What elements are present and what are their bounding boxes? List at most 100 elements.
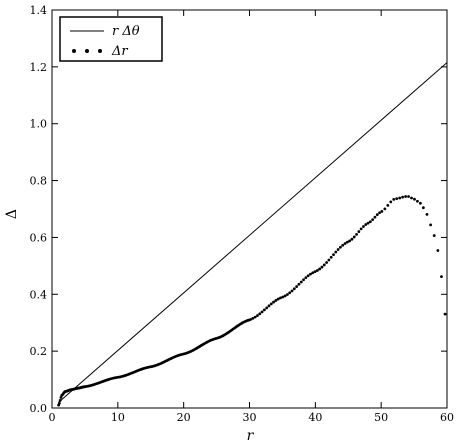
dr-point bbox=[334, 250, 338, 254]
dr-point bbox=[419, 201, 422, 205]
y-tick-label: 0.0 bbox=[30, 402, 48, 415]
dr-point bbox=[389, 200, 393, 204]
legend-dot-swatch bbox=[72, 49, 102, 53]
x-tick-label: 40 bbox=[308, 411, 322, 424]
dr-point bbox=[276, 297, 280, 301]
dr-point bbox=[341, 243, 345, 247]
y-tick-label: 0.8 bbox=[30, 175, 48, 188]
x-tick-label: 50 bbox=[374, 411, 388, 424]
dr-point bbox=[378, 211, 381, 215]
dr-point bbox=[336, 248, 340, 251]
legend-label-dr: Δr bbox=[111, 44, 128, 59]
dr-point bbox=[304, 276, 308, 280]
dr-point bbox=[350, 237, 354, 241]
dr-point bbox=[355, 232, 358, 236]
dr-point bbox=[332, 253, 335, 257]
dr-point bbox=[288, 291, 292, 295]
y-tick-label: 1.0 bbox=[30, 118, 48, 131]
dr-point bbox=[279, 296, 282, 300]
dr-point bbox=[281, 295, 285, 299]
dr-point bbox=[297, 282, 301, 286]
dr-point bbox=[262, 308, 266, 312]
dr-point bbox=[327, 258, 331, 262]
dr-point bbox=[315, 269, 319, 272]
series-layer bbox=[57, 62, 447, 407]
dr-point bbox=[313, 270, 317, 274]
dr-point bbox=[357, 230, 361, 233]
dr-point bbox=[404, 195, 407, 198]
dr-point bbox=[322, 263, 326, 267]
dr-point bbox=[295, 285, 299, 288]
dr-point bbox=[345, 240, 349, 244]
dr-point bbox=[251, 317, 255, 320]
dr-point bbox=[260, 310, 264, 314]
dr-point bbox=[410, 196, 413, 200]
dr-point bbox=[302, 278, 305, 282]
dr-point bbox=[366, 221, 370, 225]
dr-point bbox=[440, 275, 443, 279]
y-tick-label: 1.4 bbox=[30, 4, 48, 17]
dr-point bbox=[265, 306, 269, 310]
axis-ticks bbox=[51, 9, 448, 409]
dr-point bbox=[371, 218, 375, 222]
dr-point bbox=[290, 289, 294, 293]
legend-box bbox=[59, 16, 163, 62]
x-tick-label: 10 bbox=[111, 411, 125, 424]
dr-point bbox=[309, 272, 312, 276]
y-tick-label: 0.6 bbox=[30, 231, 48, 244]
dr-point bbox=[348, 239, 352, 243]
dr-point bbox=[343, 242, 347, 245]
dr-point bbox=[306, 274, 310, 278]
dr-point bbox=[57, 401, 61, 405]
series-dots-dr bbox=[57, 195, 447, 407]
dr-point bbox=[267, 304, 271, 308]
dr-point bbox=[311, 271, 315, 275]
dr-point bbox=[299, 280, 303, 284]
dr-point bbox=[329, 255, 333, 259]
dr-point bbox=[325, 261, 328, 264]
x-tick-label: 30 bbox=[243, 411, 257, 424]
legend: r Δθ Δr bbox=[59, 16, 163, 62]
dr-point bbox=[292, 287, 296, 291]
axis-tick-labels: 0 10 20 30 40 50 60 0.0 0.2 0.4 0.6 0.8 1.0 1.2 1.4 bbox=[30, 4, 455, 424]
x-tick-label: 60 bbox=[440, 411, 454, 424]
dr-point bbox=[258, 312, 262, 316]
dr-point bbox=[362, 225, 365, 228]
dr-point bbox=[398, 196, 402, 200]
dr-point bbox=[373, 215, 377, 219]
dr-point bbox=[339, 245, 342, 249]
dr-point bbox=[286, 293, 289, 296]
y-tick-label: 0.4 bbox=[30, 288, 48, 301]
dr-point bbox=[383, 207, 387, 211]
series-line-r-dtheta bbox=[58, 62, 447, 403]
x-tick-label: 0 bbox=[49, 411, 56, 424]
dr-point bbox=[413, 197, 416, 201]
dr-point bbox=[253, 315, 257, 319]
legend-label-r-dtheta: r Δθ bbox=[112, 24, 140, 39]
dr-point bbox=[436, 249, 440, 252]
dr-point bbox=[274, 299, 278, 302]
dr-point bbox=[269, 302, 273, 306]
x-tick-label: 20 bbox=[177, 411, 191, 424]
dr-point bbox=[416, 199, 419, 203]
y-tick-label: 1.2 bbox=[30, 61, 48, 74]
y-axis-label: Δ bbox=[4, 209, 20, 219]
dr-point bbox=[421, 206, 425, 210]
dr-point bbox=[58, 399, 62, 402]
dr-point bbox=[395, 197, 399, 201]
dr-point bbox=[432, 234, 436, 237]
dr-point bbox=[375, 213, 379, 217]
dr-point bbox=[359, 227, 363, 231]
dr-point bbox=[318, 267, 322, 271]
x-axis-label: r bbox=[247, 428, 255, 444]
dr-point bbox=[368, 220, 372, 224]
dr-point bbox=[425, 213, 429, 216]
dr-point bbox=[401, 195, 405, 199]
dr-point bbox=[429, 223, 433, 227]
dr-point bbox=[407, 195, 410, 198]
dr-point bbox=[249, 318, 252, 321]
y-tick-label: 0.2 bbox=[30, 345, 48, 358]
dr-point bbox=[443, 312, 447, 316]
plot-frame bbox=[51, 9, 448, 409]
dr-point bbox=[386, 203, 390, 207]
